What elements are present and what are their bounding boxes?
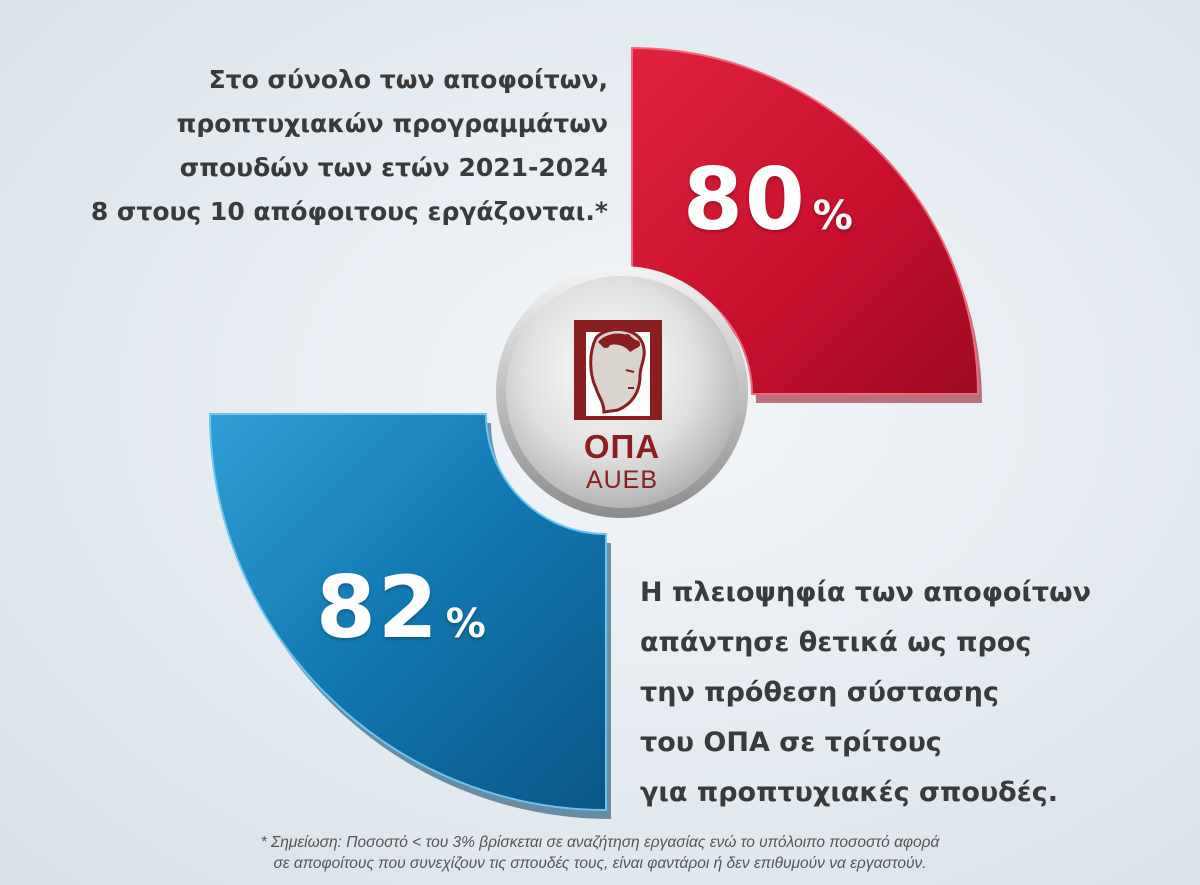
top-stat-text: Στο σύνολο των αποφοίτων, προπτυχιακών π…: [91, 58, 608, 234]
top-stat-percentage: 80%: [683, 150, 853, 250]
top-stat-line: 8 στους 10 απόφοιτους εργάζονται.*: [90, 197, 608, 226]
bottom-stat-value: 82: [316, 558, 440, 658]
footnote: * Σημείωση: Ποσοστό < του 3% βρίσκεται σ…: [0, 832, 1200, 874]
top-stat-line: προπτυχιακών προγραμμάτων: [176, 109, 608, 138]
top-stat-line: σπουδών των ετών 2021-2024: [179, 153, 608, 182]
logo-subname: AUEB: [585, 466, 659, 494]
logo-name: ΟΠΑ: [583, 428, 661, 465]
footnote-line: σε αποφοίτους που συνεχίζουν τις σπουδές…: [273, 855, 927, 872]
footnote-line: * Σημείωση: Ποσοστό < του 3% βρίσκεται σ…: [260, 834, 940, 851]
hermes-head-icon: [574, 320, 662, 420]
bottom-stat-line: του ΟΠΑ σε τρίτους: [640, 727, 942, 758]
bottom-stat-line: για προπτυχιακές σπουδές.: [640, 777, 1059, 808]
bottom-stat-line: απάντησε θετικά ως προς: [640, 627, 1032, 658]
top-stat-value: 80: [683, 150, 807, 250]
blue-segment: [208, 413, 607, 812]
bottom-stat-line: Η πλειοψηφία των αποφοίτων: [640, 577, 1092, 608]
bottom-stat-unit: %: [445, 601, 486, 647]
top-stat-line: Στο σύνολο των αποφοίτων,: [208, 65, 608, 94]
bottom-stat-percentage: 82%: [316, 558, 486, 658]
bottom-stat-text: Η πλειοψηφία των αποφοίτων απάντησε θετι…: [640, 568, 1091, 818]
top-stat-unit: %: [812, 193, 853, 239]
bottom-stat-line: την πρόθεση σύστασης: [640, 677, 1000, 708]
